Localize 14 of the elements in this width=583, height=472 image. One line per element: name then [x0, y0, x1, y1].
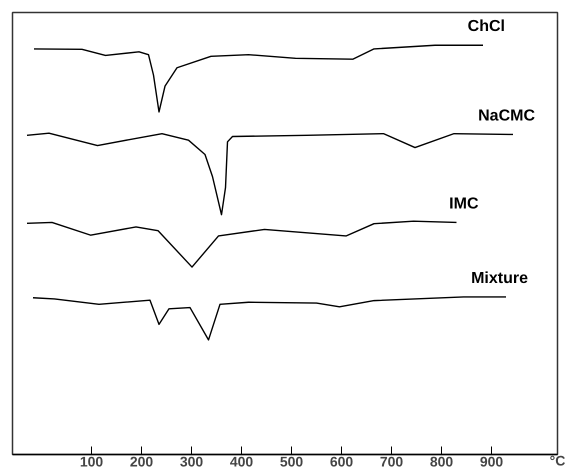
series-label: Mixture — [471, 270, 528, 287]
x-tick-label: 300 — [180, 454, 204, 470]
series-label: ChCl — [468, 18, 505, 36]
x-tick-label: 200 — [130, 454, 154, 470]
x-tick-label: 700 — [380, 454, 404, 470]
x-tick-label: 900 — [480, 454, 504, 470]
series-label: IMC — [449, 195, 479, 212]
series-label: NaCMC — [478, 107, 536, 124]
x-tick-label: 400 — [230, 454, 254, 470]
x-tick-label: 600 — [330, 454, 354, 470]
x-axis-title: °C — [550, 452, 566, 468]
x-tick-label: 800 — [430, 454, 454, 470]
x-tick-label: 500 — [280, 454, 304, 470]
x-tick-label: 100 — [80, 454, 104, 470]
